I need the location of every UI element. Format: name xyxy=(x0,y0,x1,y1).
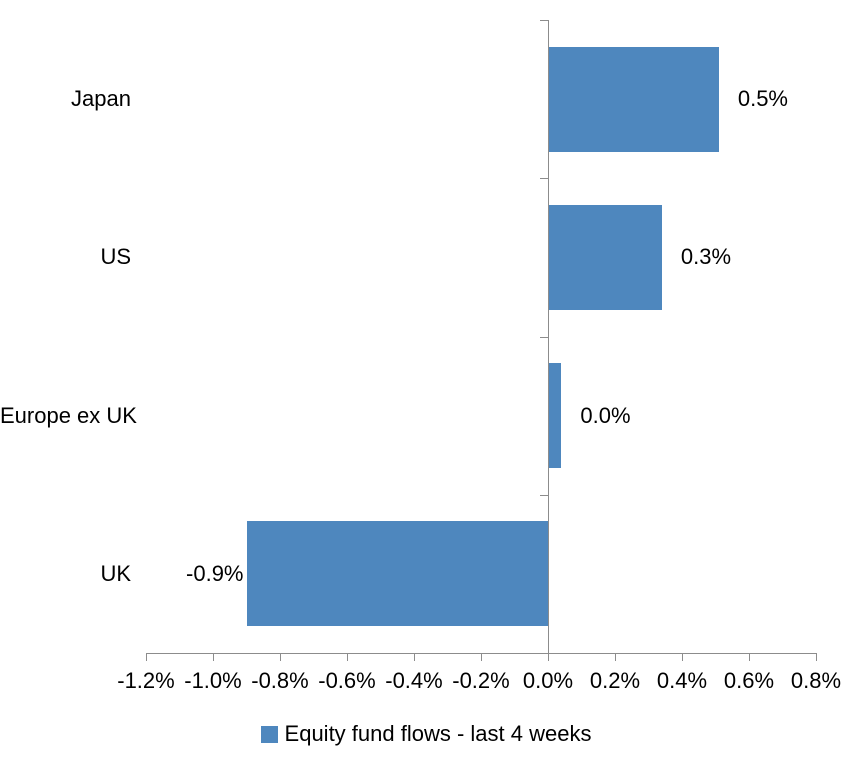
x-tick-label: -0.4% xyxy=(385,668,443,693)
x-axis-tick xyxy=(615,653,616,661)
legend-label: Equity fund flows - last 4 weeks xyxy=(284,721,592,746)
x-axis-tick xyxy=(816,653,817,661)
data-label-europe-ex-uk: 0.0% xyxy=(580,402,631,428)
data-label-us: 0.3% xyxy=(680,244,732,270)
x-tick-label: 0.2% xyxy=(589,668,641,693)
category-axis-tick xyxy=(540,20,548,21)
category-label-us: US xyxy=(100,244,131,270)
x-axis-tick xyxy=(414,653,415,661)
bar-europe-ex-uk xyxy=(548,363,562,469)
bar-japan xyxy=(548,46,719,152)
x-tick-label: 0.6% xyxy=(723,668,775,693)
category-axis-tick xyxy=(540,178,548,180)
x-tick-label: -0.6% xyxy=(318,668,376,693)
x-tick-label: -1.2% xyxy=(117,668,175,693)
legend-swatch xyxy=(260,725,278,743)
legend: Equity fund flows - last 4 weeks xyxy=(0,720,852,748)
category-label-japan: Japan xyxy=(71,86,131,112)
x-tick-label: -0.2% xyxy=(452,668,510,693)
x-axis-tick xyxy=(682,653,683,661)
x-axis-tick xyxy=(213,653,214,661)
x-axis-tick xyxy=(749,653,750,661)
x-tick-label: 0.4% xyxy=(656,668,708,693)
x-axis-tick xyxy=(481,653,482,661)
x-tick-label: 0.8% xyxy=(790,668,842,693)
bar-us xyxy=(548,204,662,310)
x-tick-label: 0.0% xyxy=(522,668,574,693)
x-tick-label: -0.8% xyxy=(251,668,309,693)
category-axis-tick xyxy=(540,494,548,496)
x-axis-tick xyxy=(146,653,147,661)
data-label-japan: 0.5% xyxy=(737,86,788,112)
category-axis-tick xyxy=(540,336,548,338)
x-axis-tick xyxy=(548,653,549,661)
x-axis-tick xyxy=(347,653,348,661)
y-axis-line xyxy=(548,20,549,653)
data-label-uk: -0.9% xyxy=(186,560,244,586)
bar-uk xyxy=(246,521,548,627)
x-axis-tick xyxy=(280,653,281,661)
x-tick-label: -1.0% xyxy=(184,668,242,693)
category-label-europe-ex-uk: Europe ex UK xyxy=(0,402,137,428)
category-label-uk: UK xyxy=(100,560,131,586)
